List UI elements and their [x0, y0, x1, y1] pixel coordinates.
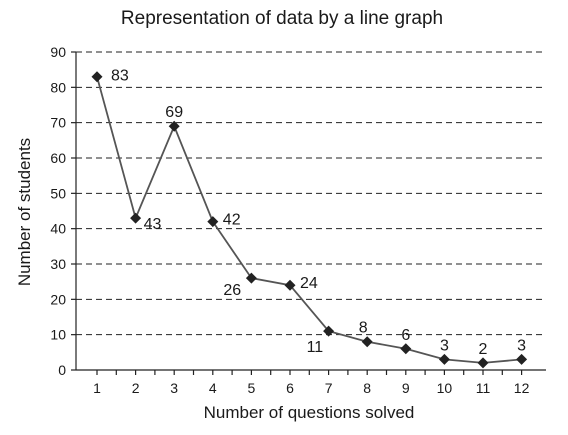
y-tick-label: 10	[50, 327, 66, 343]
data-label-4: 42	[223, 212, 241, 229]
data-label-12: 3	[517, 337, 526, 354]
data-label-1: 83	[111, 68, 129, 85]
y-tick-label: 20	[50, 291, 66, 307]
y-axis-label: Number of students	[15, 138, 34, 286]
data-label-3: 69	[165, 104, 183, 121]
series-line	[96, 76, 522, 364]
data-label-6: 24	[300, 275, 318, 292]
x-tick-label: 7	[325, 380, 333, 396]
data-point-8	[361, 336, 373, 348]
data-label-7: 11	[307, 339, 324, 356]
x-tick-label: 12	[514, 380, 530, 396]
data-point-2	[130, 212, 142, 224]
data-point-11	[477, 357, 489, 369]
gridlines	[76, 51, 546, 336]
data-label-8: 8	[359, 320, 368, 337]
data-point-12	[516, 353, 528, 365]
y-tick-label: 40	[50, 221, 66, 237]
data-point-10	[438, 353, 450, 365]
x-axis-label: Number of questions solved	[204, 403, 415, 422]
data-point-7	[323, 325, 335, 337]
y-tick-label: 30	[50, 256, 66, 272]
x-tick-label: 10	[437, 380, 453, 396]
data-point-6	[284, 279, 296, 291]
y-tick-label: 60	[50, 150, 66, 166]
x-tick-label: 2	[132, 380, 140, 396]
data-label-9: 6	[401, 327, 410, 344]
x-tick-label: 1	[93, 380, 101, 396]
data-label-11: 2	[479, 341, 488, 358]
y-tick-label: 70	[50, 115, 66, 131]
y-tick-label: 0	[58, 362, 66, 378]
axes	[75, 52, 546, 371]
data-labels: 83 43 69 42 26 24 11 8 6 3 2 3	[111, 68, 526, 358]
data-point-5	[245, 272, 257, 284]
x-tick-label: 6	[286, 380, 294, 396]
data-points	[91, 71, 528, 369]
y-tick-label: 50	[50, 185, 66, 201]
x-tick-labels: 1 2 3 4 5 6 7 8 9 10 11 12	[93, 370, 530, 396]
data-point-4	[207, 216, 219, 228]
x-tick-label: 11	[476, 380, 491, 396]
x-tick-label: 9	[402, 380, 410, 396]
chart-title: Representation of data by a line graph	[121, 8, 443, 29]
x-tick-label: 4	[209, 380, 217, 396]
y-tick-labels: 0 10 20 30 40 50 60 70 80 90	[50, 44, 76, 378]
data-point-1	[91, 71, 103, 83]
x-tick-label: 8	[363, 380, 371, 396]
y-tick-label: 90	[50, 44, 66, 60]
x-tick-label: 3	[170, 380, 178, 396]
y-tick-label: 80	[50, 79, 66, 95]
data-label-2: 43	[144, 216, 162, 233]
data-point-3	[168, 120, 180, 132]
data-label-5: 26	[223, 282, 241, 299]
x-tick-label: 5	[248, 380, 256, 396]
data-point-9	[400, 343, 412, 355]
data-label-10: 3	[440, 337, 449, 354]
